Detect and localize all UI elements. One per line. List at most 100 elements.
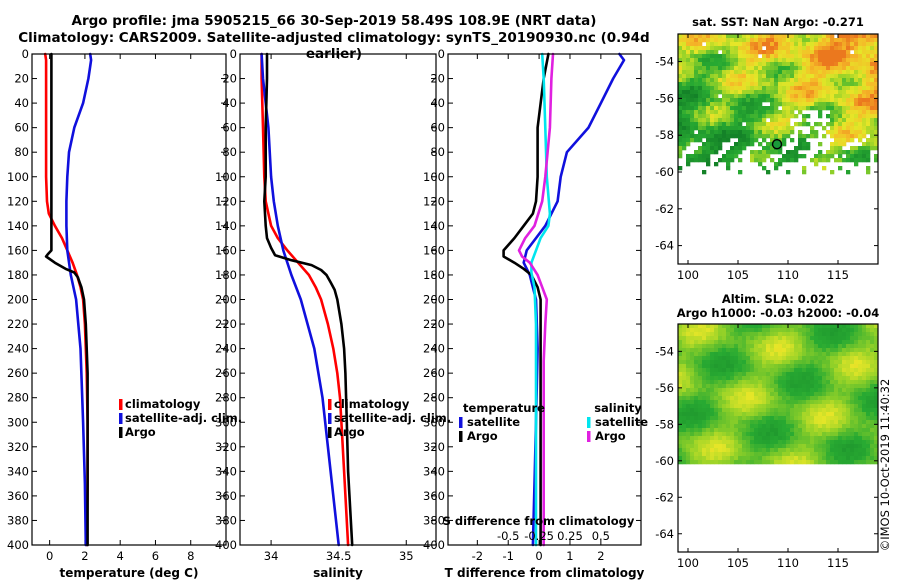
sst_map-cell xyxy=(698,126,703,131)
sla_map-cell xyxy=(870,440,875,445)
sla_map-cell xyxy=(718,408,723,413)
sst_map-cell xyxy=(698,66,703,71)
sst_map-cell xyxy=(718,42,723,47)
sla_map-cell xyxy=(774,360,779,365)
sla_map-cell xyxy=(678,336,683,341)
sla_map-cell xyxy=(790,440,795,445)
sla_map-cell xyxy=(802,352,807,357)
sst_map-cell xyxy=(874,146,879,151)
temperature-xtick-label: 4 xyxy=(117,549,124,563)
sst_map-cell xyxy=(738,118,743,123)
sla_map-cell xyxy=(682,364,687,369)
sst_map-cell xyxy=(762,130,767,135)
sst_map-cell xyxy=(686,58,691,63)
sst_map-cell xyxy=(866,82,871,87)
sst_map-cell xyxy=(758,158,763,163)
sst_map-cell xyxy=(846,90,851,95)
salinity-xtick-label: 34 xyxy=(264,549,279,563)
sst_map-cell xyxy=(778,78,783,83)
sla_map-cell xyxy=(826,380,831,385)
sla_map-cell xyxy=(718,416,723,421)
sst_map-cell xyxy=(718,126,723,131)
sla_map-cell xyxy=(686,452,691,457)
sst_map-cell xyxy=(794,70,799,75)
sst_map-cell xyxy=(802,166,807,171)
sst_map-cell xyxy=(754,78,759,83)
sla_map-cell xyxy=(826,360,831,365)
sla_map-cell xyxy=(826,344,831,349)
sla_map-cell xyxy=(786,392,791,397)
sla_map-cell xyxy=(718,360,723,365)
sst_map-cell xyxy=(710,50,715,55)
sst_map-cell xyxy=(722,34,727,39)
sst_map-cell xyxy=(782,114,787,119)
sst_map-cell xyxy=(722,62,727,67)
sst_map-cell xyxy=(790,50,795,55)
sla_map-cell xyxy=(778,324,783,329)
sla_map-cell xyxy=(842,344,847,349)
sla_map-subtitle: Argo h1000: -0.03 h2000: -0.04 xyxy=(677,306,880,320)
sst_map-cell xyxy=(810,74,815,79)
sla_map-cell xyxy=(794,348,799,353)
sst_map-cell xyxy=(798,62,803,67)
sst_map-cell xyxy=(718,98,723,103)
sla_map-cell xyxy=(782,384,787,389)
sst_map-cell xyxy=(742,126,747,131)
sla_map-cell xyxy=(834,440,839,445)
sla_map-cell xyxy=(698,340,703,345)
sst_map-cell xyxy=(846,106,851,111)
sla_map-cell xyxy=(762,348,767,353)
sla_map-cell xyxy=(774,412,779,417)
sst_map-cell xyxy=(774,134,779,139)
sst_map-cell xyxy=(750,142,755,147)
sla_map-cell xyxy=(726,396,731,401)
sla_map-cell xyxy=(778,436,783,441)
sst_map-cell xyxy=(874,154,879,159)
sla_map-cell xyxy=(726,364,731,369)
sla_map-cell xyxy=(782,440,787,445)
sst_map-cell xyxy=(862,106,867,111)
sla_map-cell xyxy=(742,400,747,405)
sla_map-cell xyxy=(818,368,823,373)
sla_map-cell xyxy=(770,436,775,441)
sla_map-cell xyxy=(814,332,819,337)
sla_map-cell xyxy=(862,396,867,401)
sla_map-cell xyxy=(782,392,787,397)
sst_map-cell xyxy=(750,90,755,95)
sla_map-cell xyxy=(754,360,759,365)
sla_map-cell xyxy=(690,460,695,465)
sla_map-cell xyxy=(818,420,823,425)
sst_map-cell xyxy=(838,86,843,91)
sla_map-cell xyxy=(842,460,847,465)
temperature-ytick-label: 280 xyxy=(7,391,29,405)
sla_map-cell xyxy=(686,444,691,449)
sla_map-cell xyxy=(706,368,711,373)
sla_map-cell xyxy=(702,452,707,457)
sla_map-cell xyxy=(730,420,735,425)
sla_map-cell xyxy=(790,352,795,357)
sst_map-cell xyxy=(810,94,815,99)
sst_map-cell xyxy=(790,46,795,51)
sla_map-cell xyxy=(738,372,743,377)
sla_map-cell xyxy=(806,364,811,369)
sst_map-cell xyxy=(758,46,763,51)
sla_map-cell xyxy=(822,328,827,333)
sst_map-cell xyxy=(762,166,767,171)
difference-ytick-label: 260 xyxy=(423,366,445,380)
sla_map-ytick-label: -64 xyxy=(655,527,674,541)
sla_map-cell xyxy=(858,440,863,445)
sla_map-cell xyxy=(866,416,871,421)
sst_map-cell xyxy=(786,158,791,163)
sst_map-cell xyxy=(722,42,727,47)
sst_map-cell xyxy=(774,162,779,167)
sla_map-cell xyxy=(730,380,735,385)
sla_map-cell xyxy=(834,424,839,429)
sst_map-cell xyxy=(698,34,703,39)
sst_map-cell xyxy=(710,42,715,47)
sla_map-cell xyxy=(858,444,863,449)
sst_map-cell xyxy=(810,66,815,71)
sst_map-cell xyxy=(858,86,863,91)
sla_map-cell xyxy=(738,444,743,449)
sla_map-cell xyxy=(706,444,711,449)
sla_map-cell xyxy=(802,460,807,465)
